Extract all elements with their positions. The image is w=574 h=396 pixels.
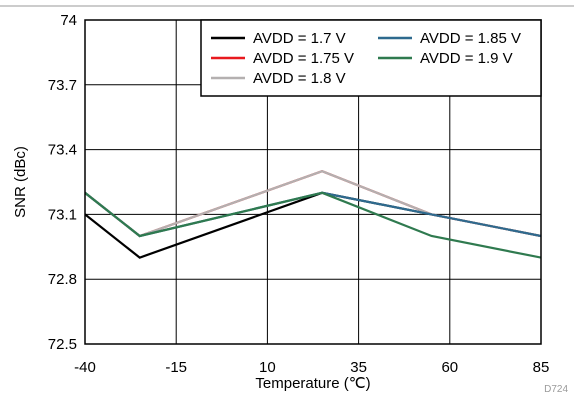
y-tick-label: 73.7 [48,77,77,94]
legend-label: AVDD = 1.85 V [420,30,521,47]
legend-item: AVDD = 1.7 V [211,30,346,47]
legend-label: AVDD = 1.9 V [420,50,513,67]
series-lines [85,170,541,259]
x-tick-label: -40 [74,359,96,376]
series-line-5 [85,191,541,259]
y-tick-label: 73.1 [48,206,77,223]
x-tick-label: 35 [350,359,367,376]
legend-label: AVDD = 1.8 V [253,70,346,87]
y-tick-label: 72.5 [48,336,77,353]
x-tick-label: 60 [441,359,458,376]
legend-label: AVDD = 1.7 V [253,30,346,47]
series-line-1 [85,191,541,259]
y-tick-label: 72.8 [48,271,77,288]
series-line-2 [85,170,541,238]
legend-item: AVDD = 1.8 V [211,70,346,87]
series-line-3 [85,170,541,238]
x-axis-title: Temperature (℃) [255,375,370,392]
figure-id: D724 [544,384,568,395]
tick-labels: -40 -15 10 35 60 85 72.5 72.8 73.1 73.4 73.7 74 [48,12,550,376]
x-tick-label: 10 [259,359,276,376]
legend-item: AVDD = 1.9 V [378,50,513,67]
legend-label: AVDD = 1.75 V [253,50,354,67]
x-tick-label: 85 [533,359,550,376]
legend-item: AVDD = 1.75 V [211,50,354,67]
legend-item: AVDD = 1.85 V [378,30,521,47]
x-tick-label: -15 [165,359,187,376]
legend-box [200,19,542,97]
y-axis-title: SNR (dBc) [12,146,29,218]
legend-items: AVDD = 1.7 V AVDD = 1.75 V AVDD = 1.8 V AVD… [211,30,521,87]
legend: AVDD = 1.7 V AVDD = 1.75 V AVDD = 1.8 V AVD… [200,19,542,97]
y-tick-label: 73.4 [48,142,77,159]
y-tick-label: 74 [60,12,77,29]
